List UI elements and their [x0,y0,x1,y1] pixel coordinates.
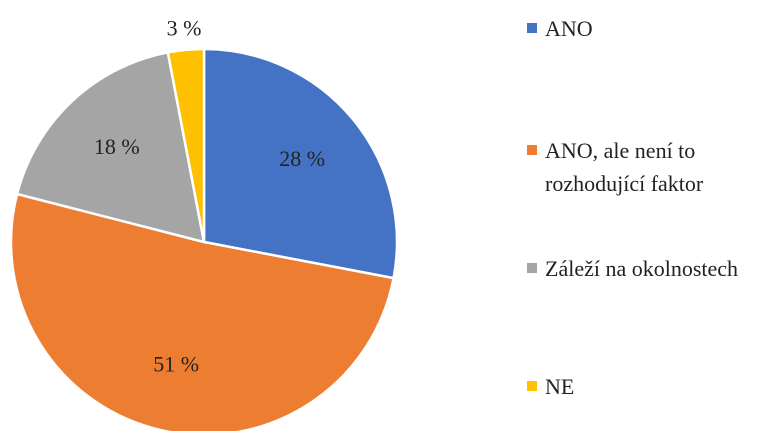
legend-swatch [527,145,537,155]
legend-swatch [527,381,537,391]
legend-entry: ANO [527,12,770,45]
pie-slice [9,192,396,431]
pie-slice [15,50,206,244]
data-label: 51 % [153,351,199,376]
legend-entry: NE [527,370,770,403]
data-label: 28 % [279,146,325,171]
legend-label: Záleží na okolnostech [545,256,739,281]
pie-slice [202,47,399,280]
legend-label: ANO, ale není to rozhodující faktor [545,138,704,196]
data-label: 18 % [94,134,140,159]
pie-slice [166,47,206,243]
data-label: 3 % [167,16,202,41]
legend-swatch [527,23,537,33]
legend-label: ANO [545,16,593,41]
legend-label: NE [545,374,575,399]
legend-swatch [527,263,537,273]
legend-entry: Záleží na okolnostech [527,252,770,285]
legend-entry: ANO, ale není to rozhodující faktor [527,134,770,200]
